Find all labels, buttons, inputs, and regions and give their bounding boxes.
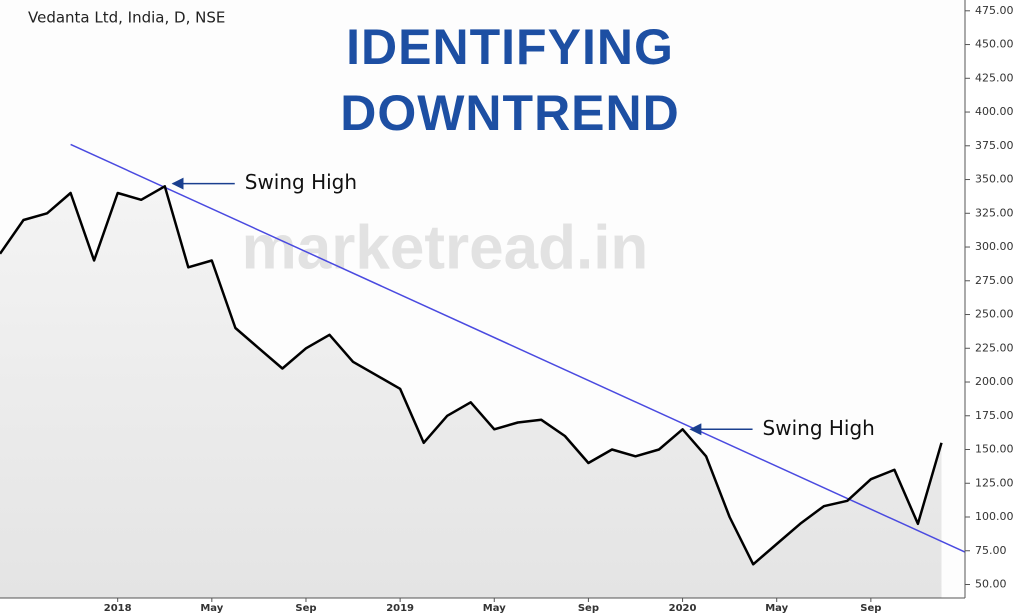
y-tick-label: 450.00 [975, 38, 1014, 51]
y-tick-label: 475.00 [975, 4, 1014, 17]
price-area [0, 186, 942, 599]
watermark: marketread.in [242, 213, 649, 282]
y-tick-label: 325.00 [975, 206, 1014, 219]
symbol-label: Vedanta Ltd, India, D, NSE [28, 9, 225, 27]
y-tick-label: 200.00 [975, 375, 1014, 388]
x-tick-label: Sep [295, 603, 316, 614]
chart-title: IDENTIFYING DOWNTREND [340, 19, 680, 141]
x-tick-label: 2020 [669, 603, 697, 614]
y-tick-label: 225.00 [975, 341, 1014, 354]
x-tick-label: Sep [860, 603, 881, 614]
x-tick-label: May [765, 603, 788, 614]
y-tick-label: 175.00 [975, 409, 1014, 422]
y-tick-label: 275.00 [975, 274, 1014, 287]
y-tick-label: 250.00 [975, 308, 1014, 321]
x-tick-label: May [483, 603, 506, 614]
y-tick-label: 375.00 [975, 139, 1014, 152]
y-tick-label: 50.00 [975, 578, 1007, 591]
x-tick-label: May [200, 603, 223, 614]
y-tick-label: 425.00 [975, 71, 1014, 84]
y-tick-label: 350.00 [975, 173, 1014, 186]
x-tick-label: Sep [578, 603, 599, 614]
y-tick-label: 100.00 [975, 510, 1014, 523]
trend-line [70, 143, 966, 553]
y-tick-label: 300.00 [975, 240, 1014, 253]
annotation-label: Swing High [763, 416, 875, 440]
x-tick-label: 2019 [386, 603, 414, 614]
y-tick-label: 400.00 [975, 105, 1014, 118]
annotation-label: Swing High [245, 170, 357, 194]
y-tick-label: 150.00 [975, 443, 1014, 456]
price-line [0, 185, 943, 566]
x-tick-label: 2018 [104, 603, 132, 614]
y-tick-label: 125.00 [975, 476, 1014, 489]
y-tick-label: 75.00 [975, 544, 1007, 557]
